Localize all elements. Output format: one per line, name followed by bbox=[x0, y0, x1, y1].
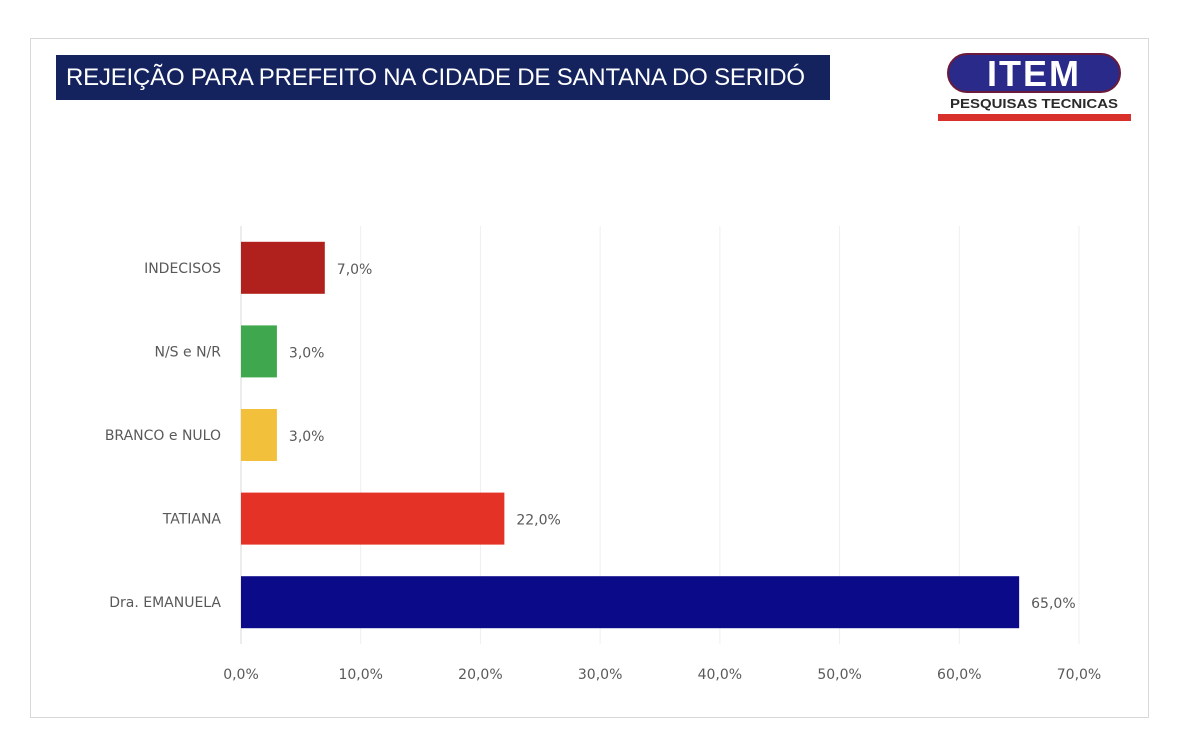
x-tick-label: 30,0% bbox=[578, 667, 622, 683]
svg-text:ITEM: ITEM bbox=[987, 53, 1081, 94]
x-tick-label: 70,0% bbox=[1057, 667, 1101, 683]
category-label: N/S e N/R bbox=[154, 344, 221, 360]
svg-text:PESQUISAS TECNICAS: PESQUISAS TECNICAS bbox=[950, 96, 1118, 111]
item-logo: ITEM PESQUISAS TECNICAS bbox=[938, 53, 1131, 121]
data-label: 22,0% bbox=[516, 513, 560, 529]
category-label: INDECISOS bbox=[144, 261, 221, 277]
x-tick-label: 60,0% bbox=[937, 667, 981, 683]
data-label: 3,0% bbox=[289, 429, 325, 445]
category-label: Dra. EMANUELA bbox=[109, 595, 221, 611]
x-tick-label: 20,0% bbox=[458, 667, 502, 683]
bar bbox=[241, 325, 277, 378]
bar bbox=[241, 409, 277, 461]
data-label: 65,0% bbox=[1031, 596, 1075, 612]
category-label: TATIANA bbox=[162, 512, 222, 528]
chart-title: REJEIÇÃO PARA PREFEITO NA CIDADE DE SANT… bbox=[56, 55, 830, 100]
x-tick-label: 10,0% bbox=[338, 667, 382, 683]
x-tick-label: 40,0% bbox=[698, 667, 742, 683]
x-tick-label: 50,0% bbox=[817, 667, 861, 683]
category-label: BRANCO e NULO bbox=[105, 428, 221, 444]
x-tick-label: 0,0% bbox=[223, 667, 259, 683]
bar bbox=[241, 241, 325, 294]
bar bbox=[241, 576, 1020, 629]
data-label: 7,0% bbox=[337, 262, 373, 278]
bar bbox=[241, 492, 505, 545]
data-label: 3,0% bbox=[289, 345, 325, 361]
